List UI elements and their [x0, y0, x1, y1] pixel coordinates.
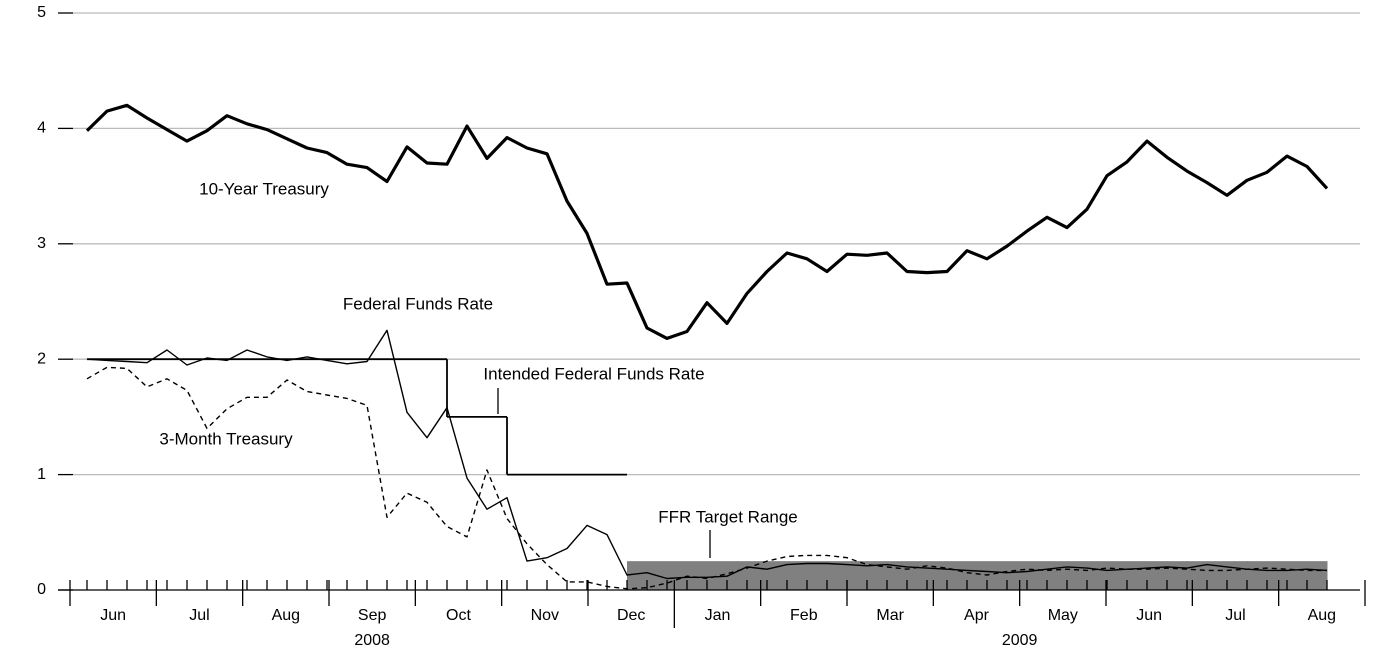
target-range [967, 561, 988, 590]
x-tick-label: Sep [358, 607, 387, 624]
target-range [907, 561, 928, 590]
x-tick-label: Nov [531, 607, 559, 624]
y-tick-label: 3 [37, 235, 46, 252]
x-tick-label: Aug [272, 607, 300, 624]
target-range [1067, 561, 1088, 590]
target-range [747, 561, 768, 590]
target-range [1047, 561, 1068, 590]
target-range [1267, 561, 1288, 590]
target-range [867, 561, 888, 590]
series-label: 10-Year Treasury [199, 179, 329, 198]
x-tick-label: Apr [964, 607, 990, 624]
target-range [927, 561, 948, 590]
x-tick-label: May [1048, 607, 1078, 624]
target-range [807, 561, 828, 590]
target-range [1027, 561, 1048, 590]
x-tick-label: Mar [876, 607, 904, 624]
target-range [1107, 561, 1128, 590]
x-tick-label: Aug [1308, 607, 1336, 624]
target-range [887, 561, 908, 590]
target-range [707, 561, 728, 590]
target-range [1147, 561, 1168, 590]
target-range [847, 561, 868, 590]
target-range [1227, 561, 1248, 590]
target-range [1207, 561, 1228, 590]
x-tick-label: Feb [790, 607, 818, 624]
x-tick-label: Jun [1136, 607, 1162, 624]
target-range [667, 561, 688, 590]
line-series [85, 103, 1329, 340]
target-range [1307, 561, 1328, 590]
target-range [727, 561, 748, 590]
series-label: Intended Federal Funds Rate [483, 364, 704, 383]
series-label: FFR Target Range [658, 507, 798, 526]
year-label: 2008 [354, 632, 390, 649]
series-label: Federal Funds Rate [343, 294, 493, 313]
line-series [86, 329, 1328, 580]
line-series [86, 366, 1327, 590]
target-range [687, 561, 708, 590]
target-range [1247, 561, 1268, 590]
target-range [1287, 561, 1308, 590]
y-tick-label: 4 [37, 120, 46, 137]
y-tick-label: 0 [37, 581, 46, 598]
target-range [1087, 561, 1108, 590]
x-tick-label: Jul [189, 607, 209, 624]
x-tick-label: Oct [446, 607, 471, 624]
target-range [1007, 561, 1028, 590]
x-tick-label: Jan [705, 607, 731, 624]
target-range [947, 561, 968, 590]
target-range [1167, 561, 1188, 590]
target-range [1127, 561, 1148, 590]
target-range [787, 561, 808, 590]
x-tick-label: Jun [100, 607, 126, 624]
target-range [827, 561, 848, 590]
target-range [987, 561, 1008, 590]
x-tick-label: Jul [1225, 607, 1245, 624]
target-range [627, 561, 648, 590]
y-tick-label: 2 [37, 350, 46, 367]
series-label: 3-Month Treasury [159, 429, 293, 448]
x-tick-label: Dec [617, 607, 645, 624]
y-tick-label: 5 [37, 4, 46, 21]
y-tick-label: 1 [37, 466, 46, 483]
year-label: 2009 [1002, 632, 1038, 649]
